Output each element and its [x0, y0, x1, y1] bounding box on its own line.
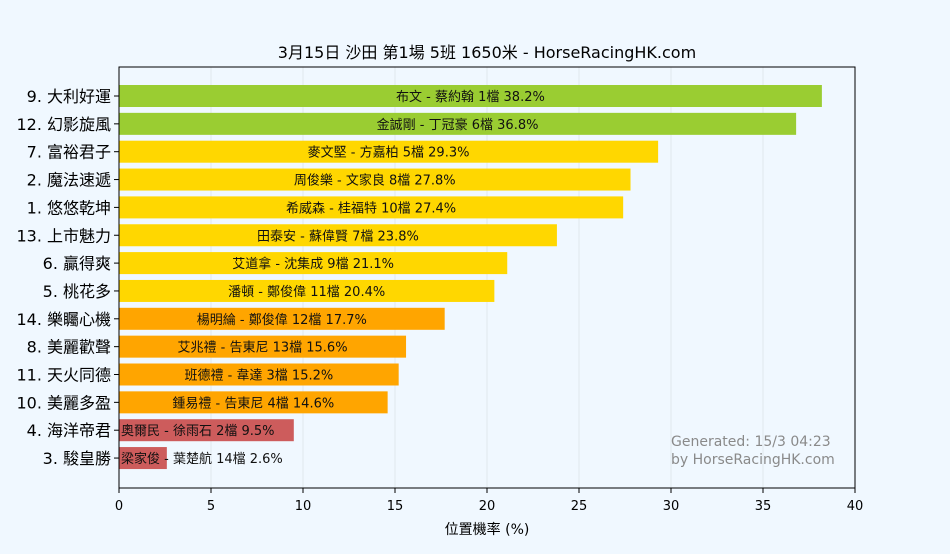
y-tick-label: 7. 富裕君子 [27, 143, 111, 162]
bar [119, 224, 557, 247]
bar-label: 希威森 - 桂福特 10檔 27.4% [286, 201, 456, 216]
x-tick-label: 40 [847, 499, 864, 514]
y-tick-label: 14. 樂矚心機 [16, 310, 111, 329]
y-tick-label: 2. 魔法速遞 [27, 171, 111, 190]
bar [119, 419, 294, 442]
x-tick-label: 5 [207, 499, 215, 514]
y-tick-label: 12. 幻影旋風 [16, 115, 111, 134]
bar [119, 363, 399, 386]
y-tick-label: 3. 駿皇勝 [43, 449, 111, 468]
y-tick-label: 1. 悠悠乾坤 [27, 198, 111, 217]
chart-title: 3月15日 沙田 第1場 5班 1650米 - HorseRacingHK.co… [278, 43, 696, 62]
bar-label: 楊明綸 - 鄭俊偉 12檔 17.7% [197, 312, 367, 328]
bar-label: 梁家俊 - 葉楚航 14檔 2.6% [121, 451, 283, 467]
bar-label: 鍾易禮 - 告東尼 4檔 14.6% [172, 395, 334, 411]
x-tick-label: 0 [115, 499, 123, 514]
bar [119, 279, 495, 302]
y-tick-label: 10. 美麗多盈 [16, 393, 111, 412]
x-tick-label: 10 [295, 499, 312, 514]
x-axis-label: 位置機率 (%) [445, 521, 530, 538]
bar-label: 艾道拿 - 沈集成 9檔 21.1% [232, 256, 394, 272]
bar [119, 307, 445, 330]
y-tick-label: 8. 美麗歡聲 [27, 338, 111, 357]
bar-label: 麥文堅 - 方嘉柏 5檔 29.3% [308, 145, 470, 161]
y-tick-label: 11. 天火同德 [16, 366, 111, 385]
bar-label: 布文 - 蔡約翰 1檔 38.2% [396, 90, 545, 105]
x-tick-label: 25 [571, 499, 588, 514]
y-tick-label: 5. 桃花多 [43, 282, 111, 301]
bar [119, 252, 508, 275]
bar [119, 391, 388, 414]
y-tick-label: 13. 上市魅力 [16, 226, 111, 245]
bar [119, 112, 797, 135]
bar-label: 田泰安 - 蘇偉賢 7檔 23.8% [257, 229, 419, 244]
bar [119, 140, 659, 163]
y-tick-label: 4. 海洋帝君 [27, 421, 111, 440]
y-tick-label: 6. 贏得爽 [43, 254, 111, 273]
generated-annotation: by HorseRacingHK.com [671, 452, 835, 468]
bar-label: 潘頓 - 鄭俊偉 11檔 20.4% [228, 285, 385, 300]
x-tick-label: 35 [755, 499, 772, 514]
x-tick-label: 20 [479, 499, 496, 514]
bar-label: 班德禮 - 韋達 3檔 15.2% [184, 369, 333, 384]
x-tick-label: 15 [387, 499, 404, 514]
bar-label: 奧爾民 - 徐雨石 2檔 9.5% [121, 424, 275, 439]
bar-label: 金誠剛 - 丁冠豪 6檔 36.8% [377, 117, 539, 133]
bar [119, 168, 631, 191]
generated-annotation: Generated: 15/3 04:23 [671, 434, 831, 450]
bar [119, 196, 624, 219]
bar [119, 85, 822, 107]
y-tick-label: 9. 大利好運 [27, 87, 111, 106]
bar [119, 335, 407, 358]
bar-label: 周俊樂 - 文家良 8檔 27.8% [294, 173, 456, 189]
bar [119, 447, 167, 470]
bar-label: 艾兆禮 - 告東尼 13檔 15.6% [177, 340, 347, 356]
x-tick-label: 30 [663, 499, 680, 514]
